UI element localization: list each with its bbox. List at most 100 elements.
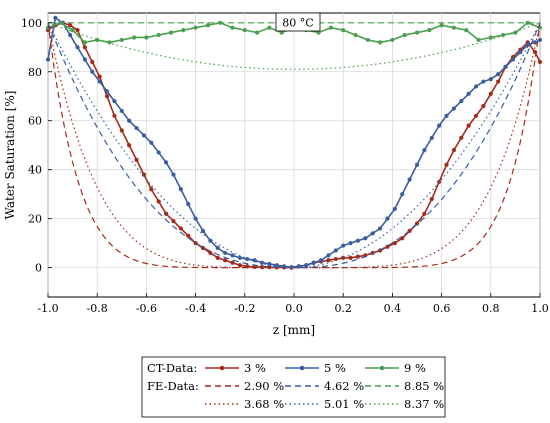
data-point: [134, 125, 139, 131]
data-point: [365, 37, 370, 43]
data-point: [68, 23, 73, 28]
data-point: [104, 89, 110, 94]
data-point: [488, 35, 493, 40]
data-point: [178, 187, 183, 192]
data-point: [326, 258, 331, 263]
data-point: [144, 35, 149, 40]
data-point: [208, 250, 213, 256]
data-point: [444, 162, 449, 167]
data-point: [501, 32, 506, 38]
legend-frame: [141, 356, 446, 418]
data-point: [200, 228, 206, 233]
data-point: [193, 25, 198, 30]
data-point: [119, 128, 124, 133]
data-point: [45, 57, 51, 62]
legend-ct-label: CT-Data:: [147, 361, 197, 375]
data-point: [518, 50, 523, 55]
data-point: [378, 40, 383, 45]
data-point: [171, 172, 176, 177]
data-point: [496, 72, 501, 77]
data-point: [97, 79, 102, 84]
data-point: [70, 28, 75, 33]
data-point: [95, 37, 100, 43]
data-point: [481, 103, 486, 109]
data-point: [427, 28, 432, 33]
x-tick-label: 0.6: [433, 302, 451, 315]
data-point: [237, 255, 242, 260]
y-tick-label: 0: [35, 262, 42, 275]
data-point: [407, 177, 412, 182]
data-point: [355, 254, 361, 259]
data-point: [230, 253, 235, 258]
data-point: [156, 150, 161, 155]
data-point: [341, 243, 346, 248]
annotation-text: 80 °C: [282, 17, 313, 30]
data-point: [156, 199, 161, 204]
data-point: [488, 91, 493, 96]
data-point: [439, 23, 444, 28]
data-point: [119, 37, 124, 43]
data-point: [402, 32, 407, 38]
data-point: [392, 206, 397, 211]
data-point: [215, 255, 220, 260]
data-point: [223, 250, 228, 256]
data-point: [390, 37, 395, 43]
x-tick-label: -0.4: [185, 302, 206, 315]
data-point: [355, 238, 361, 243]
data-point: [437, 123, 442, 128]
data-point: [255, 30, 260, 35]
data-point: [75, 45, 80, 50]
data-point: [378, 226, 383, 231]
data-point: [230, 25, 235, 30]
data-point: [348, 255, 353, 260]
series-line: [47, 22, 541, 70]
data-point: [252, 258, 257, 263]
legend-fe-label: FE-Data:: [147, 379, 199, 393]
legend-entry-label: 5 %: [324, 361, 346, 375]
legend-marker: [299, 365, 305, 371]
data-point: [104, 94, 110, 99]
legend-entry-label: 2.90 %: [244, 379, 284, 393]
data-point: [186, 201, 191, 207]
x-tick-label: -1.0: [37, 302, 58, 315]
data-point: [466, 91, 471, 96]
data-point: [392, 241, 397, 246]
data-point: [481, 79, 486, 84]
y-tick-label: 20: [28, 213, 42, 226]
data-point: [510, 57, 516, 62]
data-point: [112, 113, 117, 118]
x-tick-label: -0.2: [234, 302, 255, 315]
data-point: [459, 99, 464, 104]
data-point: [444, 113, 449, 118]
data-point: [181, 28, 186, 33]
legend-entry-label: 3.68 %: [244, 397, 284, 411]
data-point: [82, 45, 87, 50]
data-point: [464, 28, 469, 33]
data-point: [459, 135, 464, 140]
legend-entry-label: 9 %: [404, 361, 426, 375]
legend-marker: [219, 365, 225, 371]
data-point: [127, 143, 132, 148]
data-point: [429, 135, 434, 140]
data-point: [496, 79, 501, 84]
x-axis-label: z [mm]: [273, 323, 315, 337]
y-tick-label: 100: [21, 17, 42, 30]
data-point: [537, 59, 543, 65]
data-point: [90, 69, 95, 74]
y-axis-label: Water Saturation [%]: [3, 91, 17, 220]
data-point: [90, 59, 95, 65]
data-point: [134, 157, 139, 162]
legend-entry-label: 4.62 %: [324, 379, 364, 393]
data-point: [326, 253, 331, 258]
data-point: [422, 148, 427, 153]
data-point: [353, 32, 358, 38]
data-point: [473, 113, 479, 118]
data-point: [230, 260, 235, 265]
data-point: [223, 258, 228, 263]
data-point: [422, 211, 427, 216]
data-point: [466, 123, 471, 128]
data-point: [163, 211, 169, 216]
data-point: [215, 245, 220, 251]
data-point: [414, 30, 420, 35]
data-point: [193, 216, 198, 221]
